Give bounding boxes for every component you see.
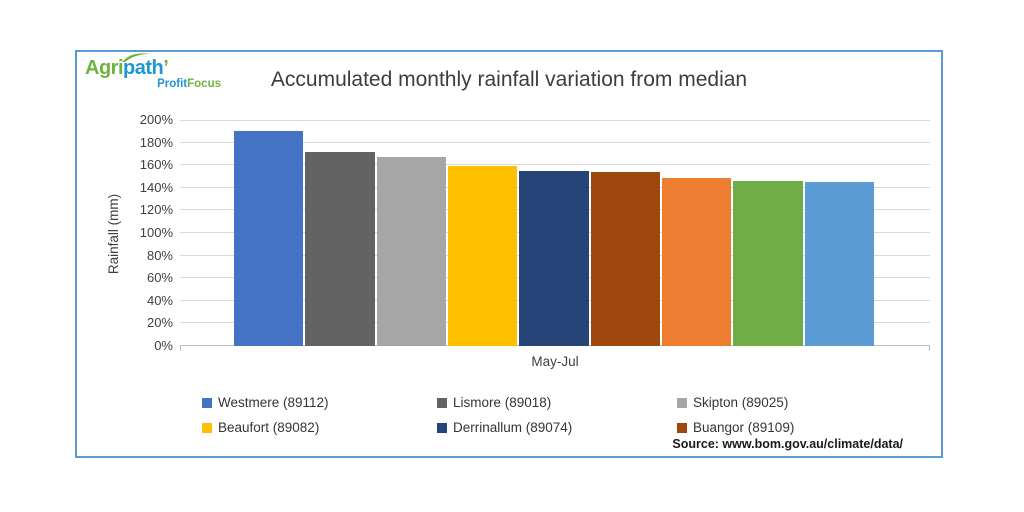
axis-end-tick-right [929, 346, 930, 351]
legend-label: Buangor (89109) [693, 420, 795, 435]
y-tick-label-180: 180% [139, 134, 173, 150]
legend-item-buangor: Buangor (89109) [677, 415, 907, 440]
leaf-icon [122, 53, 150, 62]
bar-series-8 [733, 181, 803, 346]
logo-subtitle: ProfitFocus [85, 78, 225, 91]
bar-series-group [234, 131, 874, 346]
legend-swatch-icon [677, 422, 687, 433]
y-tick-label-20: 20% [146, 315, 173, 331]
bar-westmere [234, 131, 304, 346]
chart-frame: Agripath’ ProfitFocus Accumulated monthl… [75, 50, 943, 458]
legend-item-lismore: Lismore (89018) [437, 390, 677, 415]
legend-label: Westmere (89112) [218, 395, 329, 410]
legend-label: Lismore (89018) [453, 395, 552, 410]
legend-item-beaufort: Beaufort (89082) [202, 415, 437, 440]
legend-item-westmere: Westmere (89112) [202, 390, 437, 415]
legend-swatch-icon [437, 397, 447, 408]
source-note: Source: www.bom.gov.au/climate/data/ [672, 437, 903, 451]
logo-wordmark: Agripath’ [85, 53, 225, 79]
legend-swatch-icon [437, 422, 447, 433]
legend: Westmere (89112) Lismore (89018) Skipton (… [202, 390, 907, 440]
bar-series-7 [661, 177, 732, 346]
plot-area [180, 120, 930, 351]
axis-end-tick-left [180, 346, 181, 351]
y-tick-label-0: 0% [154, 338, 173, 353]
logo-text-profit: Profit [157, 78, 188, 90]
chart-title: Accumulated monthly rainfall variation f… [270, 68, 748, 91]
x-axis-category-label: May-Jul [531, 354, 579, 369]
legend-item-skipton: Skipton (89025) [677, 390, 907, 415]
y-tick-label-120: 120% [139, 202, 173, 218]
legend-item-derrinallum: Derrinallum (89074) [437, 415, 677, 440]
legend-label: Skipton (89025) [693, 395, 789, 410]
y-tick-label-200: 200% [139, 112, 173, 127]
y-tick-label-140: 140% [139, 179, 173, 195]
bar-derrinallum [519, 170, 589, 346]
y-tick-label-80: 80% [146, 247, 173, 263]
y-tick-label-60: 60% [146, 270, 173, 286]
agripath-logo: Agripath’ ProfitFocus [85, 53, 225, 91]
logo-text-focus: Focus [187, 78, 221, 90]
logo-text-path: path [123, 57, 164, 79]
bar-lismore [305, 151, 375, 346]
legend-swatch-icon [677, 397, 687, 408]
gridline-200 [180, 120, 930, 121]
gridline-160 [180, 164, 930, 166]
legend-swatch-icon [202, 397, 212, 408]
bar-beaufort [447, 166, 518, 346]
legend-label: Derrinallum (89074) [453, 420, 573, 435]
y-tick-label-40: 40% [146, 292, 173, 308]
bar-buangor [590, 171, 660, 346]
legend-swatch-icon [202, 422, 212, 433]
y-tick-label-160: 160% [139, 157, 173, 173]
y-tick-label-100: 100% [139, 225, 173, 240]
logo-text-agri: Agri [85, 57, 124, 79]
gridline-180 [180, 141, 930, 143]
bar-skipton [376, 157, 446, 346]
legend-label: Beaufort (89082) [218, 420, 320, 435]
bar-series-9 [804, 182, 874, 346]
logo-accent: ’ [163, 57, 169, 79]
